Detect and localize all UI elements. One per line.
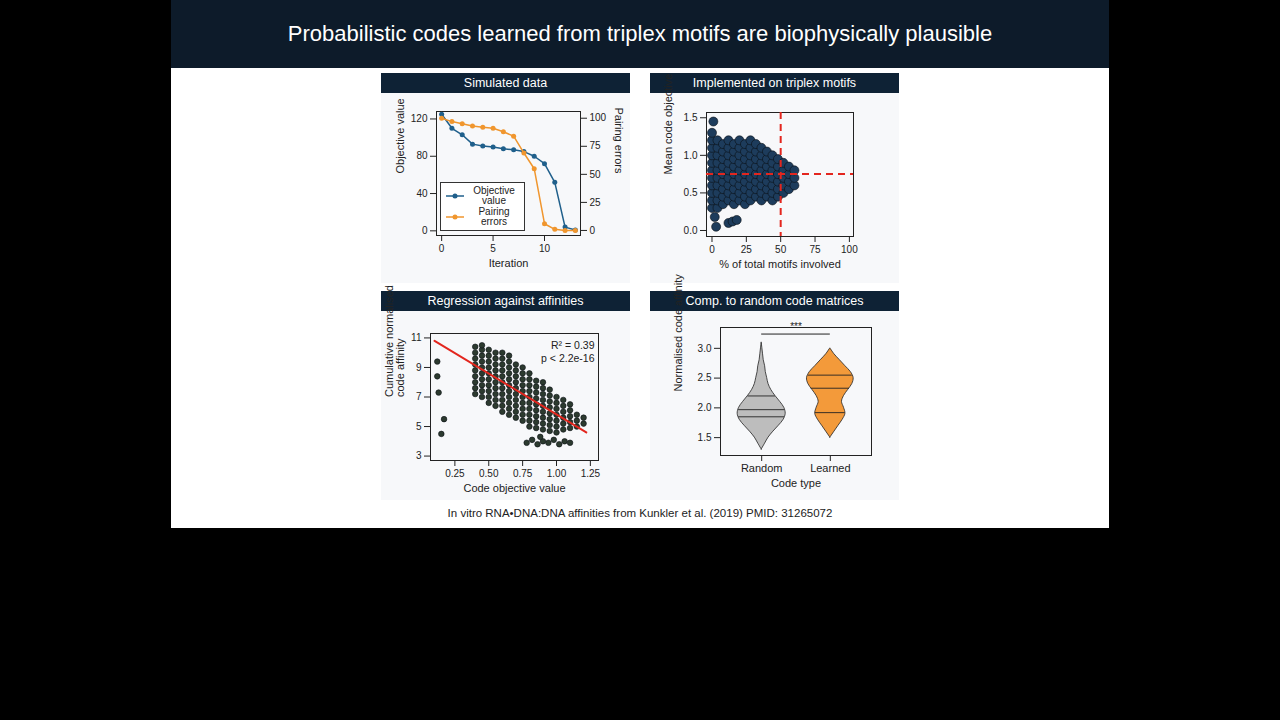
svg-text:Learned: Learned xyxy=(810,462,850,474)
svg-text:0.25: 0.25 xyxy=(445,468,465,479)
svg-text:75: 75 xyxy=(809,244,821,255)
svg-text:25: 25 xyxy=(590,197,602,208)
svg-text:80: 80 xyxy=(416,150,428,161)
svg-text:120: 120 xyxy=(411,113,428,124)
svg-text:p < 2.2e-16: p < 2.2e-16 xyxy=(541,352,595,364)
svg-text:7: 7 xyxy=(416,391,422,402)
svg-text:Code type: Code type xyxy=(771,477,821,489)
svg-text:0: 0 xyxy=(439,243,445,254)
svg-text:0: 0 xyxy=(422,225,428,236)
svg-text:75: 75 xyxy=(590,140,602,151)
svg-text:1.0: 1.0 xyxy=(684,150,698,161)
svg-text:11: 11 xyxy=(411,332,422,343)
svg-text:40: 40 xyxy=(416,188,428,199)
svg-text:Normalised code affinity: Normalised code affinity xyxy=(672,274,684,392)
svg-text:0.0: 0.0 xyxy=(684,225,698,236)
svg-text:1.25: 1.25 xyxy=(581,468,601,479)
svg-text:2.5: 2.5 xyxy=(698,372,712,383)
svg-text:3.0: 3.0 xyxy=(698,343,712,354)
svg-text:25: 25 xyxy=(741,244,753,255)
svg-text:2.0: 2.0 xyxy=(698,402,712,413)
html-text:In vitro RNA•DNA:DNA affinitie: In vitro RNA•DNA:DNA affinities from Kun… xyxy=(447,507,833,519)
svg-text:R² = 0.39: R² = 0.39 xyxy=(551,339,595,351)
svg-text:% of total motifs involved: % of total motifs involved xyxy=(719,258,841,270)
svg-text:Cumulative normalisedcode affi: Cumulative normalisedcode affinity xyxy=(383,285,406,397)
svg-text:Random: Random xyxy=(741,462,783,474)
svg-text:Mean code objective: Mean code objective xyxy=(662,74,674,175)
svg-text:0.5: 0.5 xyxy=(684,187,698,198)
svg-text:Code objective value: Code objective value xyxy=(463,482,565,494)
svg-text:Pairing errors: Pairing errors xyxy=(613,107,625,174)
svg-text:10: 10 xyxy=(539,243,551,254)
svg-text:Objective value: Objective value xyxy=(394,98,406,173)
svg-text:50: 50 xyxy=(775,244,787,255)
svg-text:50: 50 xyxy=(590,169,602,180)
svg-text:100: 100 xyxy=(841,244,858,255)
html-text:Regression against affinities: Regression against affinities xyxy=(427,294,584,308)
svg-text:Iteration: Iteration xyxy=(489,257,529,269)
svg-text:0.75: 0.75 xyxy=(513,468,533,479)
svg-text:3: 3 xyxy=(416,450,422,461)
svg-text:100: 100 xyxy=(590,112,607,123)
svg-text:5: 5 xyxy=(416,421,422,432)
svg-text:***: *** xyxy=(790,321,802,332)
svg-text:0: 0 xyxy=(590,225,596,236)
svg-text:1.00: 1.00 xyxy=(547,468,567,479)
svg-text:1.5: 1.5 xyxy=(698,432,712,443)
html-text:Pairing errors: Pairing errors xyxy=(478,206,510,227)
html-text:Probabilistic codes learned fr: Probabilistic codes learned from triplex… xyxy=(287,21,993,46)
svg-text:1.5: 1.5 xyxy=(684,112,698,123)
svg-text:9: 9 xyxy=(416,362,422,373)
svg-text:5: 5 xyxy=(490,243,496,254)
html-text:Objective value: Objective value xyxy=(473,185,515,206)
svg-text:0.50: 0.50 xyxy=(479,468,499,479)
svg-text:0: 0 xyxy=(709,244,715,255)
html-text:Simulated data: Simulated data xyxy=(463,76,548,90)
html-text:Implemented on triplex motifs: Implemented on triplex motifs xyxy=(692,76,857,90)
html-text:Comp. to random code matrices: Comp. to random code matrices xyxy=(685,294,864,308)
